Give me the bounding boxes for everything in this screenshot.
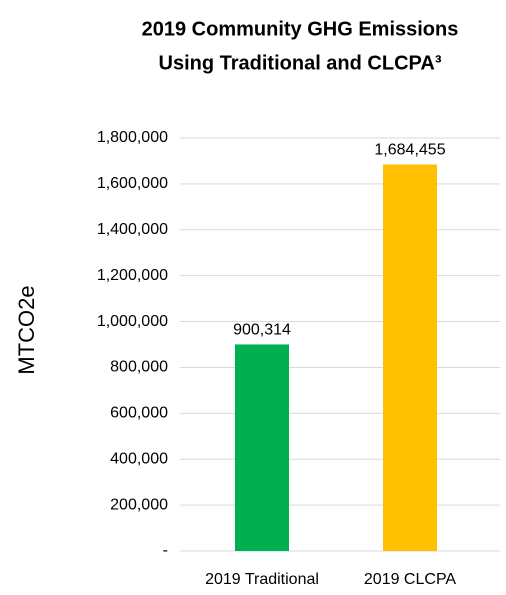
x-tick-label: 2019 CLCPA: [364, 571, 457, 588]
y-tick-label: 1,200,000: [97, 267, 168, 284]
y-tick-label: 200,000: [110, 496, 168, 513]
y-tick-label: 600,000: [110, 405, 168, 422]
y-tick-label: 1,000,000: [97, 313, 168, 330]
y-tick-label: 1,400,000: [97, 221, 168, 238]
x-tick-label: 2019 Traditional: [205, 571, 319, 588]
y-tick-label: 800,000: [110, 359, 168, 376]
y-tick-label: -: [163, 542, 168, 559]
chart-title: Using Traditional and CLCPA³: [159, 52, 442, 74]
y-axis-label: MTCO2e: [14, 285, 39, 374]
bar: [235, 344, 289, 551]
bar: [383, 164, 437, 551]
y-tick-label: 1,600,000: [97, 175, 168, 192]
value-label: 900,314: [233, 322, 291, 339]
chart-title: 2019 Community GHG Emissions: [142, 18, 459, 40]
value-label: 1,684,455: [374, 142, 445, 159]
y-tick-label: 1,800,000: [97, 129, 168, 146]
y-tick-label: 400,000: [110, 450, 168, 467]
